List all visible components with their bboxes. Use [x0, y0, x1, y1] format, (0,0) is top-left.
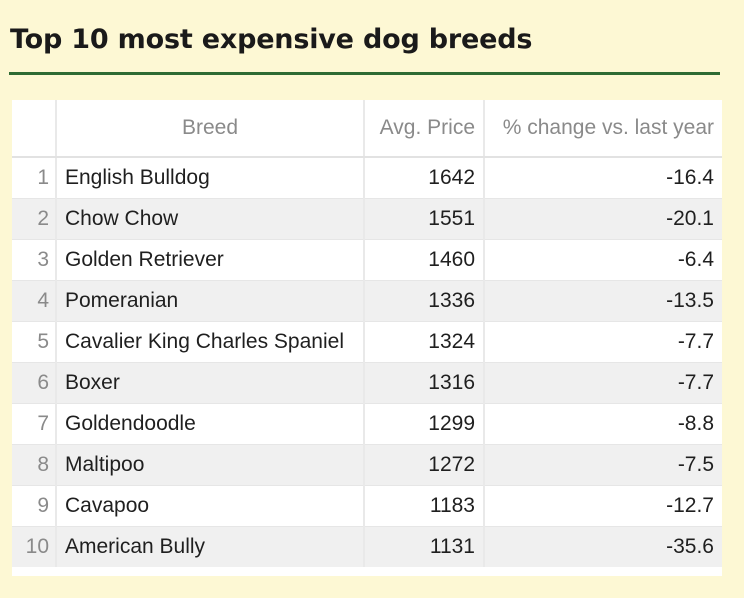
row-index: 6	[12, 362, 56, 404]
table-row: 7 Goldendoodle 1299 -8.8	[12, 403, 722, 445]
change-cell: -6.4	[483, 239, 722, 281]
price-cell: 1183	[363, 485, 484, 527]
breed-cell: Pomeranian	[55, 280, 364, 322]
column-header-avg-price[interactable]: Avg. Price	[363, 100, 484, 158]
price-cell: 1324	[363, 321, 484, 363]
change-cell: -13.5	[483, 280, 722, 322]
row-index: 10	[12, 526, 56, 567]
breed-cell: Cavalier King Charles Spaniel	[55, 321, 364, 363]
table-row: 1 English Bulldog 1642 -16.4	[12, 157, 722, 199]
change-cell: -7.5	[483, 444, 722, 486]
row-index: 9	[12, 485, 56, 527]
title-divider	[9, 72, 720, 75]
column-header-index[interactable]	[12, 100, 56, 158]
data-table-container: Breed Avg. Price % change vs. last year …	[12, 100, 722, 576]
change-cell: -35.6	[483, 526, 722, 567]
row-index: 4	[12, 280, 56, 322]
page-title: Top 10 most expensive dog breeds	[10, 24, 533, 55]
breed-cell: American Bully	[55, 526, 364, 567]
column-header-percent-change[interactable]: % change vs. last year	[483, 100, 722, 158]
table-row: 8 Maltipoo 1272 -7.5	[12, 444, 722, 486]
row-index: 8	[12, 444, 56, 486]
table-header-row: Breed Avg. Price % change vs. last year	[12, 100, 722, 158]
breed-cell: Maltipoo	[55, 444, 364, 486]
change-cell: -12.7	[483, 485, 722, 527]
row-index: 5	[12, 321, 56, 363]
price-cell: 1316	[363, 362, 484, 404]
table-row: 5 Cavalier King Charles Spaniel 1324 -7.…	[12, 321, 722, 363]
table-row: 2 Chow Chow 1551 -20.1	[12, 198, 722, 240]
table-row: 4 Pomeranian 1336 -13.5	[12, 280, 722, 322]
breed-cell: Cavapoo	[55, 485, 364, 527]
row-index: 7	[12, 403, 56, 445]
table-row: 6 Boxer 1316 -7.7	[12, 362, 722, 404]
price-cell: 1131	[363, 526, 484, 567]
price-cell: 1299	[363, 403, 484, 445]
table-row: 10 American Bully 1131 -35.6	[12, 526, 722, 567]
row-index: 1	[12, 157, 56, 199]
row-index: 3	[12, 239, 56, 281]
change-cell: -7.7	[483, 362, 722, 404]
data-table: Breed Avg. Price % change vs. last year …	[12, 100, 722, 567]
breed-cell: Goldendoodle	[55, 403, 364, 445]
breed-cell: Golden Retriever	[55, 239, 364, 281]
price-cell: 1642	[363, 157, 484, 199]
breed-cell: Chow Chow	[55, 198, 364, 240]
price-cell: 1460	[363, 239, 484, 281]
change-cell: -7.7	[483, 321, 722, 363]
table-row: 9 Cavapoo 1183 -12.7	[12, 485, 722, 527]
change-cell: -8.8	[483, 403, 722, 445]
column-header-breed[interactable]: Breed	[55, 100, 364, 158]
price-cell: 1551	[363, 198, 484, 240]
breed-cell: Boxer	[55, 362, 364, 404]
row-index: 2	[12, 198, 56, 240]
breed-cell: English Bulldog	[55, 157, 364, 199]
change-cell: -16.4	[483, 157, 722, 199]
table-row: 3 Golden Retriever 1460 -6.4	[12, 239, 722, 281]
price-cell: 1336	[363, 280, 484, 322]
price-cell: 1272	[363, 444, 484, 486]
change-cell: -20.1	[483, 198, 722, 240]
